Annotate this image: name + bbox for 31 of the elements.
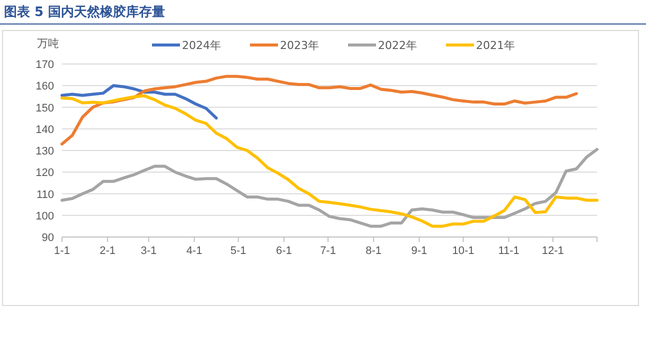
x-tick-label: 7-1 [320, 245, 336, 257]
y-tick-label: 90 [42, 232, 54, 244]
x-tick-label: 8-1 [366, 245, 382, 257]
y-tick-label: 150 [36, 102, 54, 114]
line-series [60, 74, 578, 146]
x-tick-label: 12-1 [542, 245, 564, 257]
x-tick-label: 6-1 [276, 245, 292, 257]
x-tick-label: 11-1 [498, 245, 520, 257]
chart-title: 图表 5 国内天然橡胶库存量 [4, 4, 166, 20]
y-tick-label: 100 [36, 210, 54, 222]
legend-label: 2021年 [476, 39, 515, 52]
x-tick-label: 5-1 [230, 245, 246, 257]
x-tick-label: 1-1 [54, 245, 70, 257]
y-axis-title: 万吨 [37, 37, 59, 50]
x-tick-label: 9-1 [411, 245, 428, 257]
x-tick-label: 3-1 [140, 245, 157, 257]
y-tick-label: 130 [36, 146, 54, 158]
x-tick-label: 2-1 [100, 245, 116, 257]
x-tick-label: 4-1 [186, 245, 202, 257]
line-series [60, 84, 218, 120]
y-tick-label: 110 [36, 188, 54, 201]
legend-label: 2022年 [378, 39, 417, 52]
legend-label: 2024年 [182, 39, 221, 52]
line-series [60, 94, 598, 228]
y-tick-label: 120 [36, 167, 54, 180]
x-tick-label: 10-1 [452, 245, 474, 257]
line-series [60, 148, 598, 228]
legend-label: 2023年 [280, 39, 319, 52]
y-tick-label: 170 [36, 59, 54, 71]
y-tick-label: 140 [36, 124, 54, 136]
y-tick-label: 160 [36, 80, 54, 93]
